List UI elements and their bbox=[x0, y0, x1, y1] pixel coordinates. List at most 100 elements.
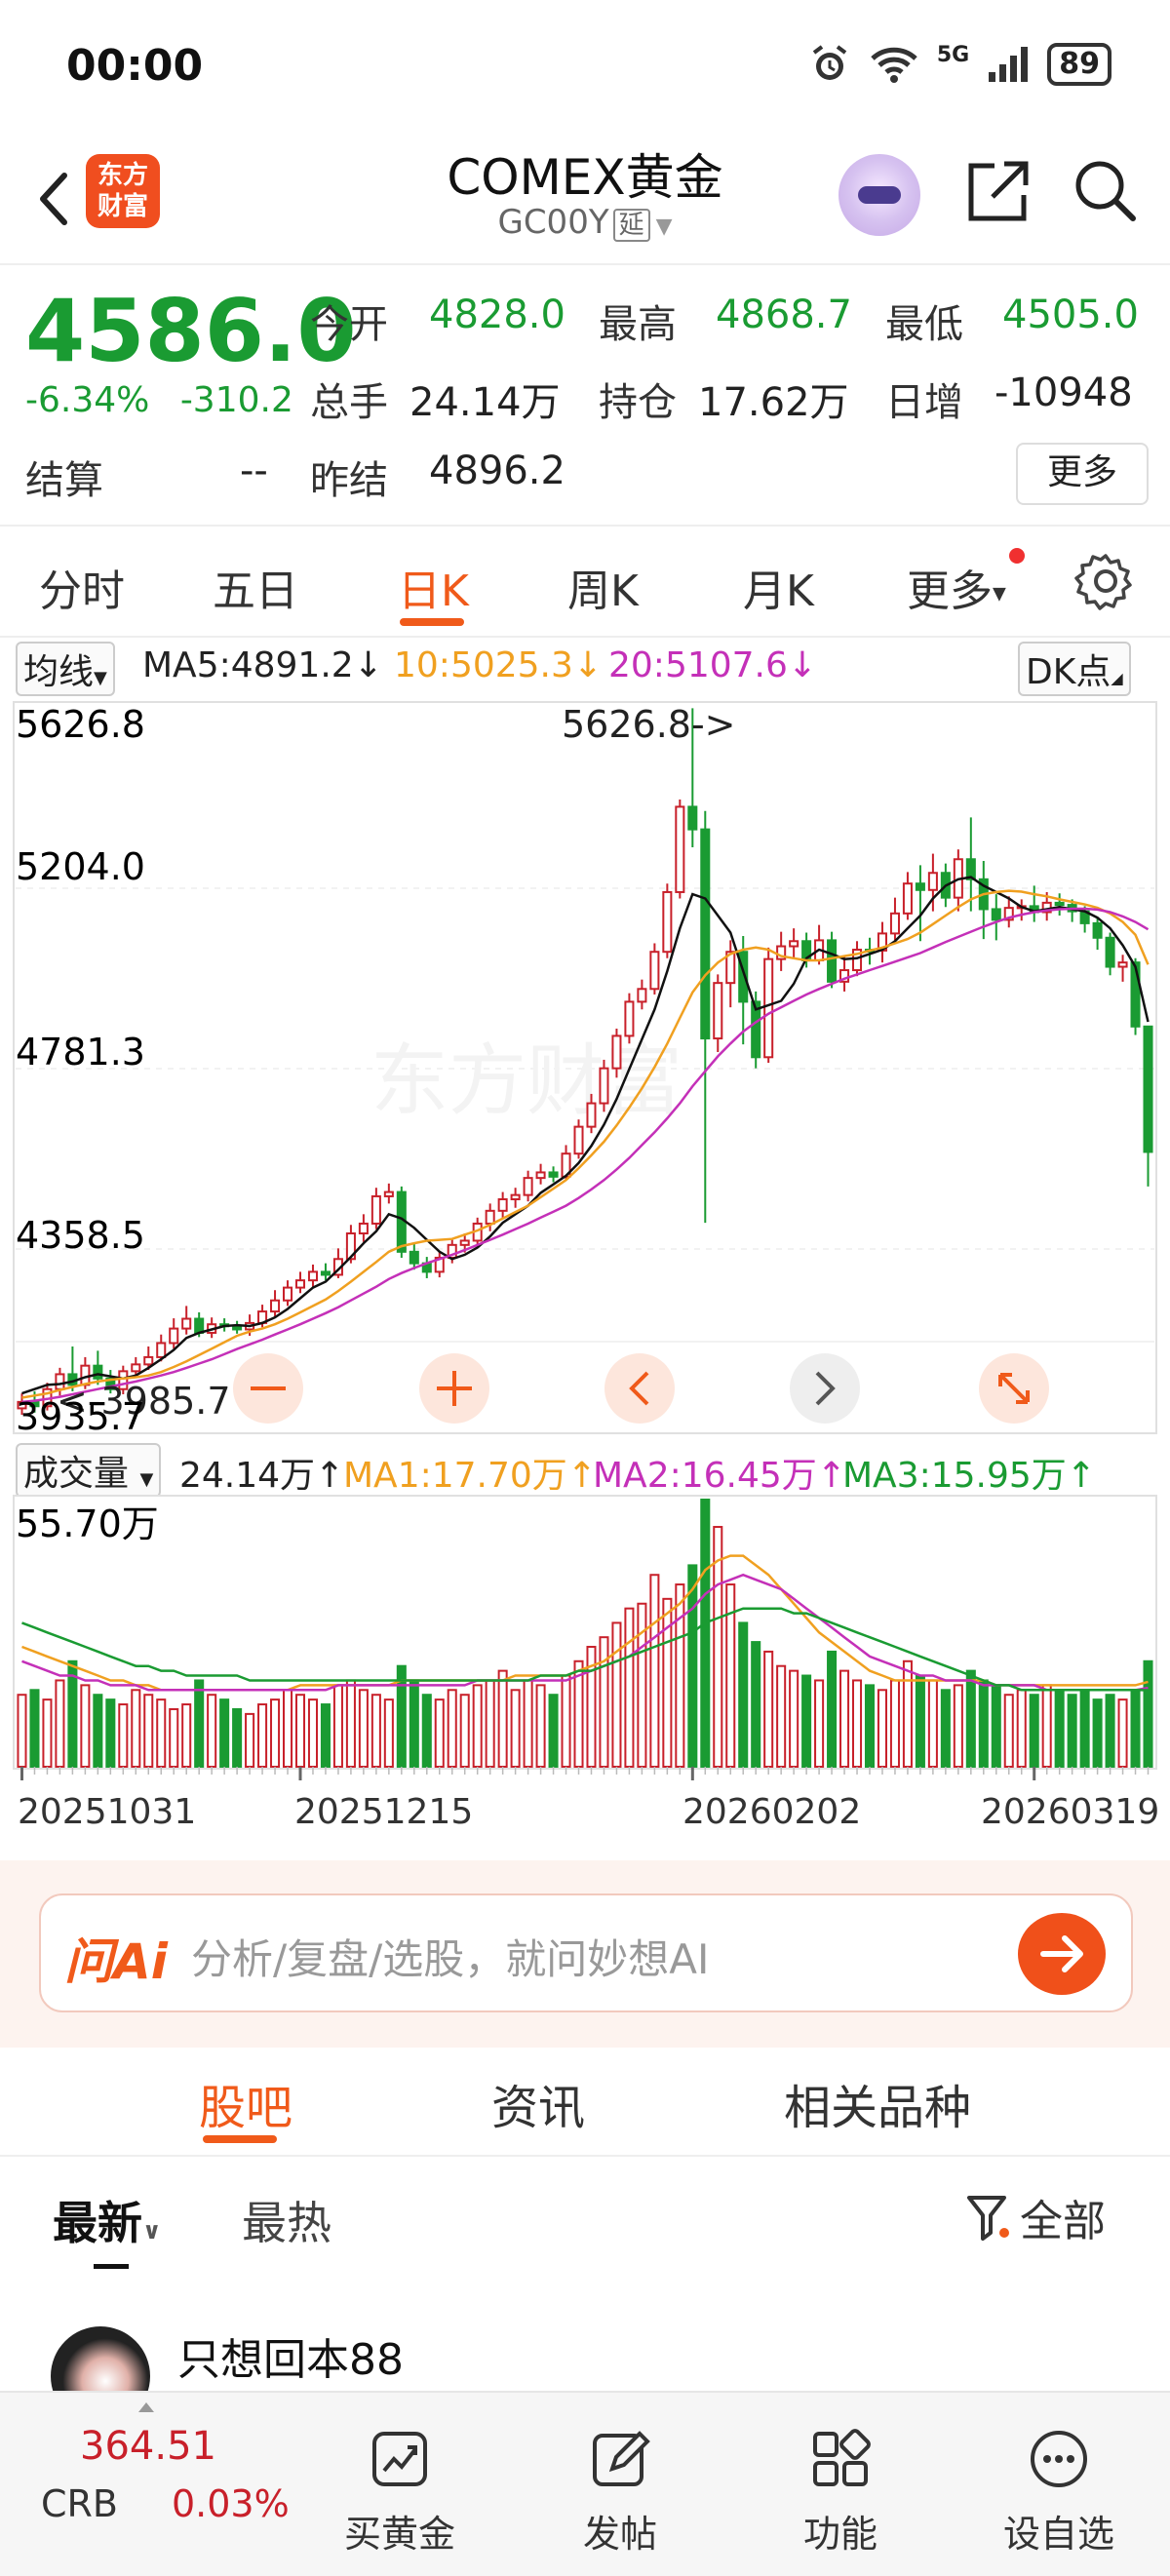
post-username[interactable]: 只想回本88 bbox=[177, 2335, 404, 2385]
chevron-down-icon[interactable]: ▼ bbox=[655, 215, 673, 239]
sort-hot[interactable]: 最热 bbox=[242, 2197, 332, 2249]
tab-more[interactable]: 更多▼ bbox=[907, 556, 1006, 618]
candle bbox=[510, 1188, 521, 1208]
sort-latest[interactable]: 最新∨ bbox=[53, 2188, 162, 2252]
volume-bar bbox=[927, 1679, 938, 1769]
position-value: 17.62万 bbox=[698, 380, 849, 425]
share-icon[interactable] bbox=[963, 158, 1032, 226]
volume-bar bbox=[131, 1689, 141, 1768]
date-label-3: 20260202 bbox=[682, 1792, 862, 1832]
volume-bar bbox=[814, 1679, 825, 1769]
ticker-name: CRB bbox=[41, 2482, 119, 2525]
date-label-2: 20251215 bbox=[294, 1792, 474, 1832]
volume-bar bbox=[789, 1669, 800, 1768]
last-price: 4586.0 bbox=[25, 281, 357, 381]
candle bbox=[1143, 1025, 1153, 1187]
more-dots-icon bbox=[1031, 2431, 1087, 2487]
post-button[interactable]: 发帖 bbox=[523, 2393, 718, 2576]
quote-panel: 4586.0 -6.34% -310.2 今开 4828.0 最高 4868.7… bbox=[0, 265, 1170, 527]
volume-bar bbox=[358, 1689, 369, 1768]
volume-bar bbox=[143, 1694, 154, 1769]
candle bbox=[169, 1318, 179, 1349]
filter-button[interactable]: 全部 bbox=[965, 2186, 1106, 2248]
volume-bar bbox=[345, 1679, 356, 1769]
tab-five-day[interactable]: 五日 bbox=[213, 566, 298, 616]
volume-bar bbox=[80, 1684, 91, 1768]
tab-weekly-k[interactable]: 周K bbox=[567, 566, 639, 616]
assistant-avatar-icon[interactable] bbox=[838, 154, 920, 236]
candle bbox=[1092, 917, 1103, 951]
volume-bar bbox=[29, 1689, 40, 1768]
tab-monthly-k[interactable]: 月K bbox=[743, 566, 814, 616]
volume-bar bbox=[1079, 1689, 1090, 1768]
volume-bar bbox=[940, 1689, 951, 1768]
ma-selector[interactable]: 均线▼ bbox=[16, 642, 115, 696]
candle bbox=[599, 1059, 609, 1112]
back-arrow-icon[interactable] bbox=[27, 160, 86, 238]
logo-line-2: 财富 bbox=[97, 192, 148, 221]
functions-label: 功能 bbox=[802, 2513, 878, 2556]
functions-button[interactable]: 功能 bbox=[743, 2393, 938, 2576]
add-watchlist-label: 设自选 bbox=[1002, 2513, 1114, 2556]
volume-value: 24.14万↑ bbox=[179, 1456, 345, 1496]
gear-icon[interactable] bbox=[1074, 550, 1137, 612]
ai-placeholder: 分析/复盘/选股，就问妙想AI bbox=[191, 1935, 710, 1983]
tab-related[interactable]: 相关品种 bbox=[784, 2081, 972, 2135]
contract-code-text: GC00Y bbox=[497, 203, 609, 242]
volume-ma3: MA3:15.95万↑ bbox=[842, 1456, 1096, 1496]
zoom-out-button[interactable] bbox=[233, 1353, 303, 1424]
volume-bar bbox=[1016, 1689, 1027, 1768]
volume-bar bbox=[156, 1698, 167, 1768]
volume-bar bbox=[839, 1669, 850, 1768]
volume-bar bbox=[1130, 1689, 1141, 1768]
volume-bar bbox=[864, 1684, 876, 1768]
volume-bar bbox=[561, 1674, 571, 1768]
more-quote-button[interactable]: 更多 bbox=[1016, 443, 1149, 505]
tab-daily-k[interactable]: 日K bbox=[398, 566, 469, 616]
candle bbox=[700, 810, 711, 1224]
candle bbox=[827, 931, 838, 989]
candle bbox=[965, 817, 976, 912]
volume-bar bbox=[1003, 1694, 1014, 1769]
candle bbox=[143, 1346, 154, 1371]
volume-bar bbox=[434, 1698, 445, 1768]
zoom-in-button[interactable] bbox=[419, 1353, 489, 1424]
post-item[interactable]: 只想回本88 bbox=[0, 2276, 1170, 2426]
logo-line-1: 东方 bbox=[97, 161, 148, 190]
volume-bar bbox=[827, 1650, 838, 1769]
volume-chart[interactable]: 55.70万 bbox=[0, 1494, 1170, 1786]
candle bbox=[586, 1093, 597, 1134]
volume-selector[interactable]: 成交量 ▼ bbox=[16, 1443, 162, 1498]
scroll-right-button[interactable] bbox=[790, 1353, 860, 1424]
candle bbox=[662, 883, 673, 958]
ma5-line bbox=[21, 876, 1150, 1395]
search-icon[interactable] bbox=[1071, 156, 1139, 224]
volume-bar bbox=[42, 1698, 53, 1768]
ai-submit-button[interactable] bbox=[1018, 1913, 1106, 1995]
fullscreen-button[interactable] bbox=[979, 1353, 1049, 1424]
ticker-change: 0.03% bbox=[172, 2482, 290, 2525]
volume-bar bbox=[294, 1694, 306, 1769]
candle bbox=[713, 974, 723, 1053]
candle bbox=[751, 991, 761, 1069]
add-watchlist-button[interactable]: 设自选 bbox=[961, 2393, 1156, 2576]
tab-news[interactable]: 资讯 bbox=[491, 2081, 586, 2135]
tab-intraday[interactable]: 分时 bbox=[39, 566, 125, 616]
candlestick-chart[interactable]: 东方财富 5626.8-> <-3985.7 5626.8 5204.0 478… bbox=[0, 698, 1170, 1439]
buy-gold-button[interactable]: 买黄金 bbox=[302, 2393, 497, 2576]
volume-indicator-row: 成交量 ▼ 24.14万↑ MA1:17.70万↑ MA2:16.45万↑ MA… bbox=[0, 1441, 1170, 1498]
volume-bar bbox=[472, 1684, 483, 1768]
volume-bar bbox=[270, 1698, 281, 1768]
sort-row: 最新∨ 最热 全部 bbox=[0, 2157, 1170, 2274]
scroll-left-button[interactable] bbox=[604, 1353, 675, 1424]
candle bbox=[573, 1119, 584, 1159]
ai-search-input[interactable]: 问Ai 分析/复盘/选股，就问妙想AI bbox=[39, 1893, 1133, 2012]
volume-bar bbox=[1117, 1698, 1128, 1768]
tab-forum[interactable]: 股吧 bbox=[199, 2081, 293, 2135]
candle bbox=[927, 853, 938, 912]
ticker-widget[interactable]: 364.51 CRB 0.03% bbox=[0, 2393, 292, 2576]
dk-point-button[interactable]: DK点◢ bbox=[1018, 642, 1131, 696]
high-value: 4868.7 bbox=[716, 293, 852, 337]
ticker-value: 364.51 bbox=[80, 2424, 216, 2469]
volume-bar bbox=[55, 1679, 65, 1769]
